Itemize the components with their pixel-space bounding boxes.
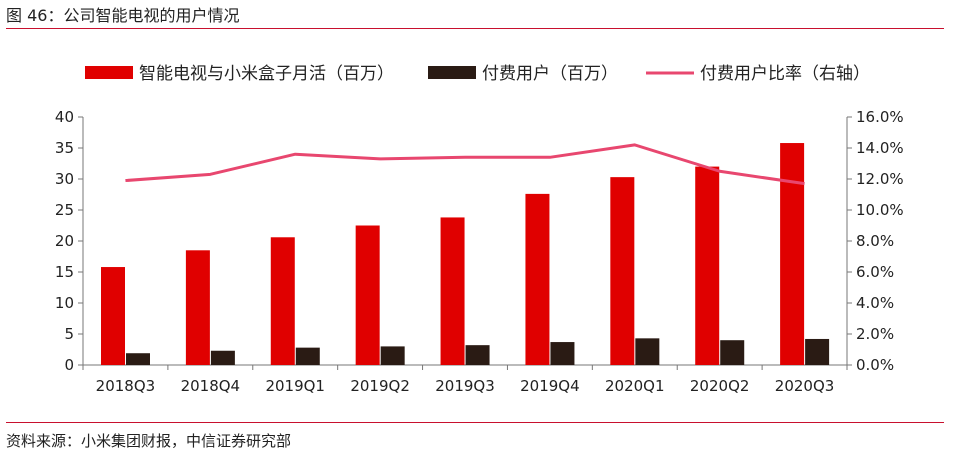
bar-paid [210, 350, 235, 365]
x-tick-label: 2020Q1 [605, 377, 665, 395]
bar-paid [295, 347, 320, 365]
left-tick-label: 0 [64, 356, 74, 374]
x-tick-label: 2019Q4 [520, 377, 580, 395]
bar-mau [695, 166, 720, 365]
legend-label-ratio: 付费用户比率（右轴） [700, 64, 870, 84]
legend-label-paid: 付费用户（百万） [482, 64, 618, 84]
left-tick-label: 35 [55, 139, 74, 157]
right-tick-label: 2.0% [856, 325, 894, 343]
x-tick-label: 2018Q3 [96, 377, 156, 395]
legend-swatch-mau [85, 66, 133, 79]
right-tick-label: 0.0% [856, 356, 894, 374]
legend-swatch-paid [428, 66, 476, 79]
left-tick-label: 10 [55, 294, 74, 312]
source-note: 资料来源：小米集团财报，中信证券研究部 [6, 432, 292, 450]
top-rule [6, 28, 944, 29]
right-tick-label: 8.0% [856, 232, 894, 250]
left-tick-label: 20 [55, 232, 74, 250]
right-tick-label: 6.0% [856, 263, 894, 281]
bar-paid [550, 342, 575, 365]
right-tick-label: 14.0% [856, 139, 904, 157]
bar-paid [635, 338, 660, 365]
bar-mau [101, 267, 125, 365]
bar-mau [355, 225, 380, 365]
x-tick-label: 2020Q2 [690, 377, 750, 395]
ratio-line [125, 143, 805, 186]
chart: 0 5 10 15 20 25 30 35 40 0.0% 2.0% 4.0% 6.0% 8.0% 10.0… [55, 64, 904, 395]
bottom-rule [6, 422, 944, 423]
x-tick-label: 2019Q1 [265, 377, 325, 395]
left-tick-label: 5 [64, 325, 74, 343]
bar-paid [720, 340, 745, 365]
figure-title: 图 46：公司智能电视的用户情况 [6, 6, 240, 25]
bar-paid [465, 345, 490, 365]
right-tick-label: 12.0% [856, 170, 904, 188]
left-tick-label: 15 [55, 263, 74, 281]
bar-mau [270, 237, 295, 365]
x-tick-label: 2019Q2 [350, 377, 410, 395]
right-tick-label: 4.0% [856, 294, 894, 312]
x-tick-label: 2018Q4 [181, 377, 241, 395]
bar-paid [126, 353, 150, 365]
bar-paid [805, 338, 830, 365]
bar-mau [780, 143, 805, 365]
x-tick-label: 2019Q3 [435, 377, 495, 395]
right-tick-label: 16.0% [856, 108, 904, 126]
x-tick-label: 2020Q3 [775, 377, 835, 395]
right-tick-label: 10.0% [856, 201, 904, 219]
left-tick-label: 30 [55, 170, 74, 188]
bar-paid [380, 346, 405, 365]
bar-mau [610, 177, 635, 365]
bar-mau [525, 193, 550, 365]
legend-label-mau: 智能电视与小米盒子月活（百万） [139, 64, 394, 84]
bar-mau [440, 217, 465, 365]
left-tick-label: 40 [55, 108, 74, 126]
left-tick-label: 25 [55, 201, 74, 219]
bar-mau [185, 250, 210, 365]
